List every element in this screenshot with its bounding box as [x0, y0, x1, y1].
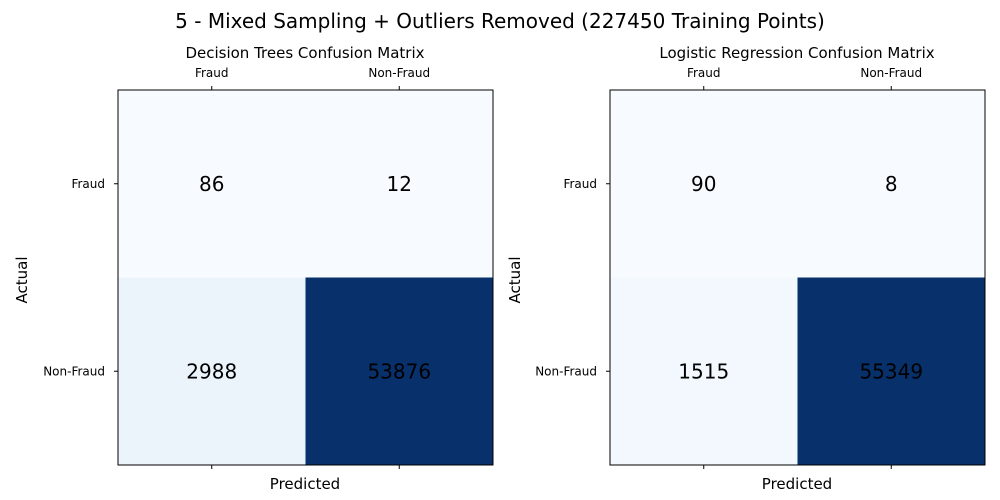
heatmap-cell: [118, 90, 306, 278]
y-tick-label: Fraud: [71, 177, 105, 191]
y-tick-label: Non-Fraud: [535, 364, 597, 378]
cell-value-label: 2988: [186, 359, 237, 383]
chart-title: Decision Trees Confusion Matrix: [185, 44, 424, 62]
x-axis-label: Predicted: [762, 475, 832, 493]
cell-value-label: 55349: [859, 359, 923, 383]
heatmap-cell: [610, 90, 798, 278]
y-tick-label: Fraud: [563, 177, 597, 191]
decision-trees-panel: Decision Trees Confusion Matrix Predicte…: [13, 44, 494, 493]
cell-value-label: 12: [387, 172, 412, 196]
cell-value-label: 86: [199, 172, 224, 196]
heatmap-cell: [797, 90, 985, 278]
cell-value-label: 8: [885, 172, 898, 196]
x-tick-label: Non-Fraud: [368, 66, 430, 80]
x-tick-label: Non-Fraud: [860, 66, 922, 80]
y-axis-label: Actual: [506, 257, 524, 304]
heatmap-cell: [305, 277, 493, 465]
cell-value-label: 1515: [678, 359, 729, 383]
x-tick-label: Fraud: [687, 66, 721, 80]
logistic-regression-panel: Logistic Regression Confusion Matrix Pre…: [506, 44, 986, 493]
heatmap-cell: [118, 277, 306, 465]
chart-title: Logistic Regression Confusion Matrix: [659, 44, 934, 62]
y-axis-label: Actual: [13, 257, 31, 304]
y-tick-label: Non-Fraud: [43, 364, 105, 378]
heatmap-cell: [610, 277, 798, 465]
cell-value-label: 53876: [367, 359, 431, 383]
cell-value-label: 90: [691, 172, 716, 196]
x-tick-label: Fraud: [195, 66, 229, 80]
heatmap-cell: [797, 277, 985, 465]
plot-frame: [117, 89, 494, 466]
x-axis-label: Predicted: [270, 475, 340, 493]
plot-frame: [609, 89, 986, 466]
figure-title: 5 - Mixed Sampling + Outliers Removed (2…: [175, 9, 825, 33]
heatmap-cell: [305, 90, 493, 278]
